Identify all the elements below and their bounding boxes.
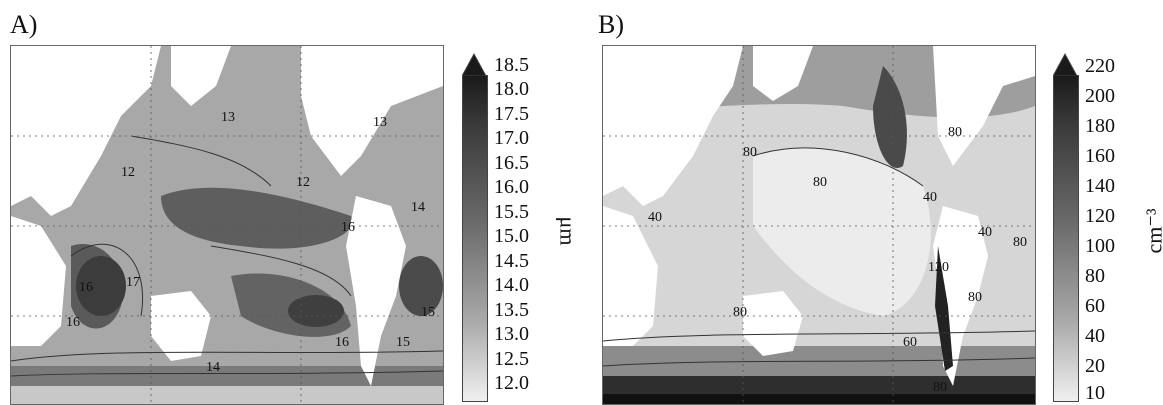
contour-label: 16 [335, 335, 349, 350]
colorbar-tick: 12.5 [494, 348, 529, 370]
colorbar-tick: 15.5 [494, 201, 529, 223]
contour-label: 120 [928, 260, 949, 275]
contour-label: 80 [743, 145, 757, 160]
colorbar-tick: 200 [1085, 85, 1115, 107]
panel-a-label: A) [10, 10, 38, 39]
colorbar-tick: 220 [1085, 55, 1115, 77]
colorbar-tick: 80 [1085, 265, 1105, 287]
contour-label: 60 [903, 335, 917, 350]
contour-label: 17 [126, 275, 140, 290]
colorbar-tick: 180 [1085, 115, 1115, 137]
colorbar-tick: 160 [1085, 145, 1115, 167]
contour-label: 80 [1013, 235, 1027, 250]
colorbar-tick: 15.0 [494, 225, 529, 247]
colorbar-tick: 17.5 [494, 103, 529, 125]
colorbar-tick: 140 [1085, 175, 1115, 197]
contour-label: 16 [79, 280, 93, 295]
colorbar-arrow-icon [462, 52, 486, 76]
contour-label: 80 [948, 125, 962, 140]
contour-label: 80 [813, 175, 827, 190]
colorbar-tick: 20 [1085, 355, 1105, 377]
colorbar-tick: 18.0 [494, 78, 529, 100]
colorbar-tick: 120 [1085, 205, 1115, 227]
colorbar-tick: 12.0 [494, 372, 529, 394]
colorbar-tick: 40 [1085, 325, 1105, 347]
contour-label: 80 [968, 290, 982, 305]
colorbar-tick: 18.5 [494, 54, 529, 76]
contour-label: 13 [373, 115, 387, 130]
contour-label: 15 [421, 305, 435, 320]
colorbar-tick: 14.5 [494, 250, 529, 272]
colorbar-tick: 17.0 [494, 127, 529, 149]
contour-label: 13 [221, 110, 235, 125]
panel-b-unit-label: cm⁻³ [1141, 208, 1163, 254]
contour-label: 12 [296, 175, 310, 190]
contour-label: 15 [396, 335, 410, 350]
contour-label: 14 [206, 360, 220, 375]
panel-b-map: 80 80 40 80 40 80 80 80 40 60 120 80 [602, 45, 1036, 405]
contour-label: 16 [341, 220, 355, 235]
panel-a-unit-label: μm [555, 216, 581, 246]
contour-label: 16 [66, 315, 80, 330]
colorbar-tick: 13.0 [494, 323, 529, 345]
colorbar-tick: 16.0 [494, 176, 529, 198]
panel-b-colorbar [1053, 52, 1079, 402]
contour-label: 12 [121, 165, 135, 180]
contour-label: 80 [933, 380, 947, 395]
colorbar-tick: 60 [1085, 295, 1105, 317]
contour-label: 40 [978, 225, 992, 240]
panel-a-map: 13 12 12 13 14 16 16 17 16 15 15 14 16 [10, 45, 444, 405]
panel-a-colorbar [462, 52, 488, 402]
colorbar-arrow-icon [1053, 52, 1077, 76]
colorbar-tick: 100 [1085, 235, 1115, 257]
contour-label: 14 [411, 200, 425, 215]
contour-label: 40 [923, 190, 937, 205]
contour-label: 80 [733, 305, 747, 320]
panel-b-label: B) [598, 10, 624, 39]
colorbar-tick: 10 [1085, 382, 1105, 404]
colorbar-tick: 14.0 [494, 274, 529, 296]
contour-label: 40 [648, 210, 662, 225]
colorbar-tick: 13.5 [494, 299, 529, 321]
colorbar-tick: 16.5 [494, 152, 529, 174]
